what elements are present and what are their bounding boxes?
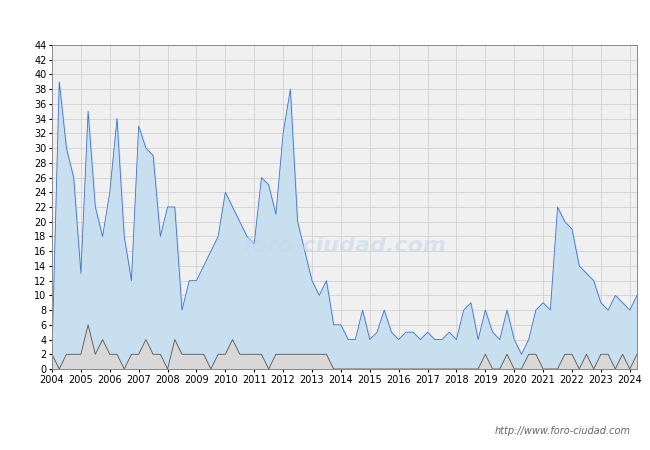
Text: foro-ciudad.com: foro-ciudad.com bbox=[242, 236, 447, 256]
Text: http://www.foro-ciudad.com: http://www.foro-ciudad.com bbox=[495, 427, 630, 436]
Text: Grijota - Evolucion del Nº de Transacciones Inmobiliarias: Grijota - Evolucion del Nº de Transaccio… bbox=[109, 13, 541, 28]
